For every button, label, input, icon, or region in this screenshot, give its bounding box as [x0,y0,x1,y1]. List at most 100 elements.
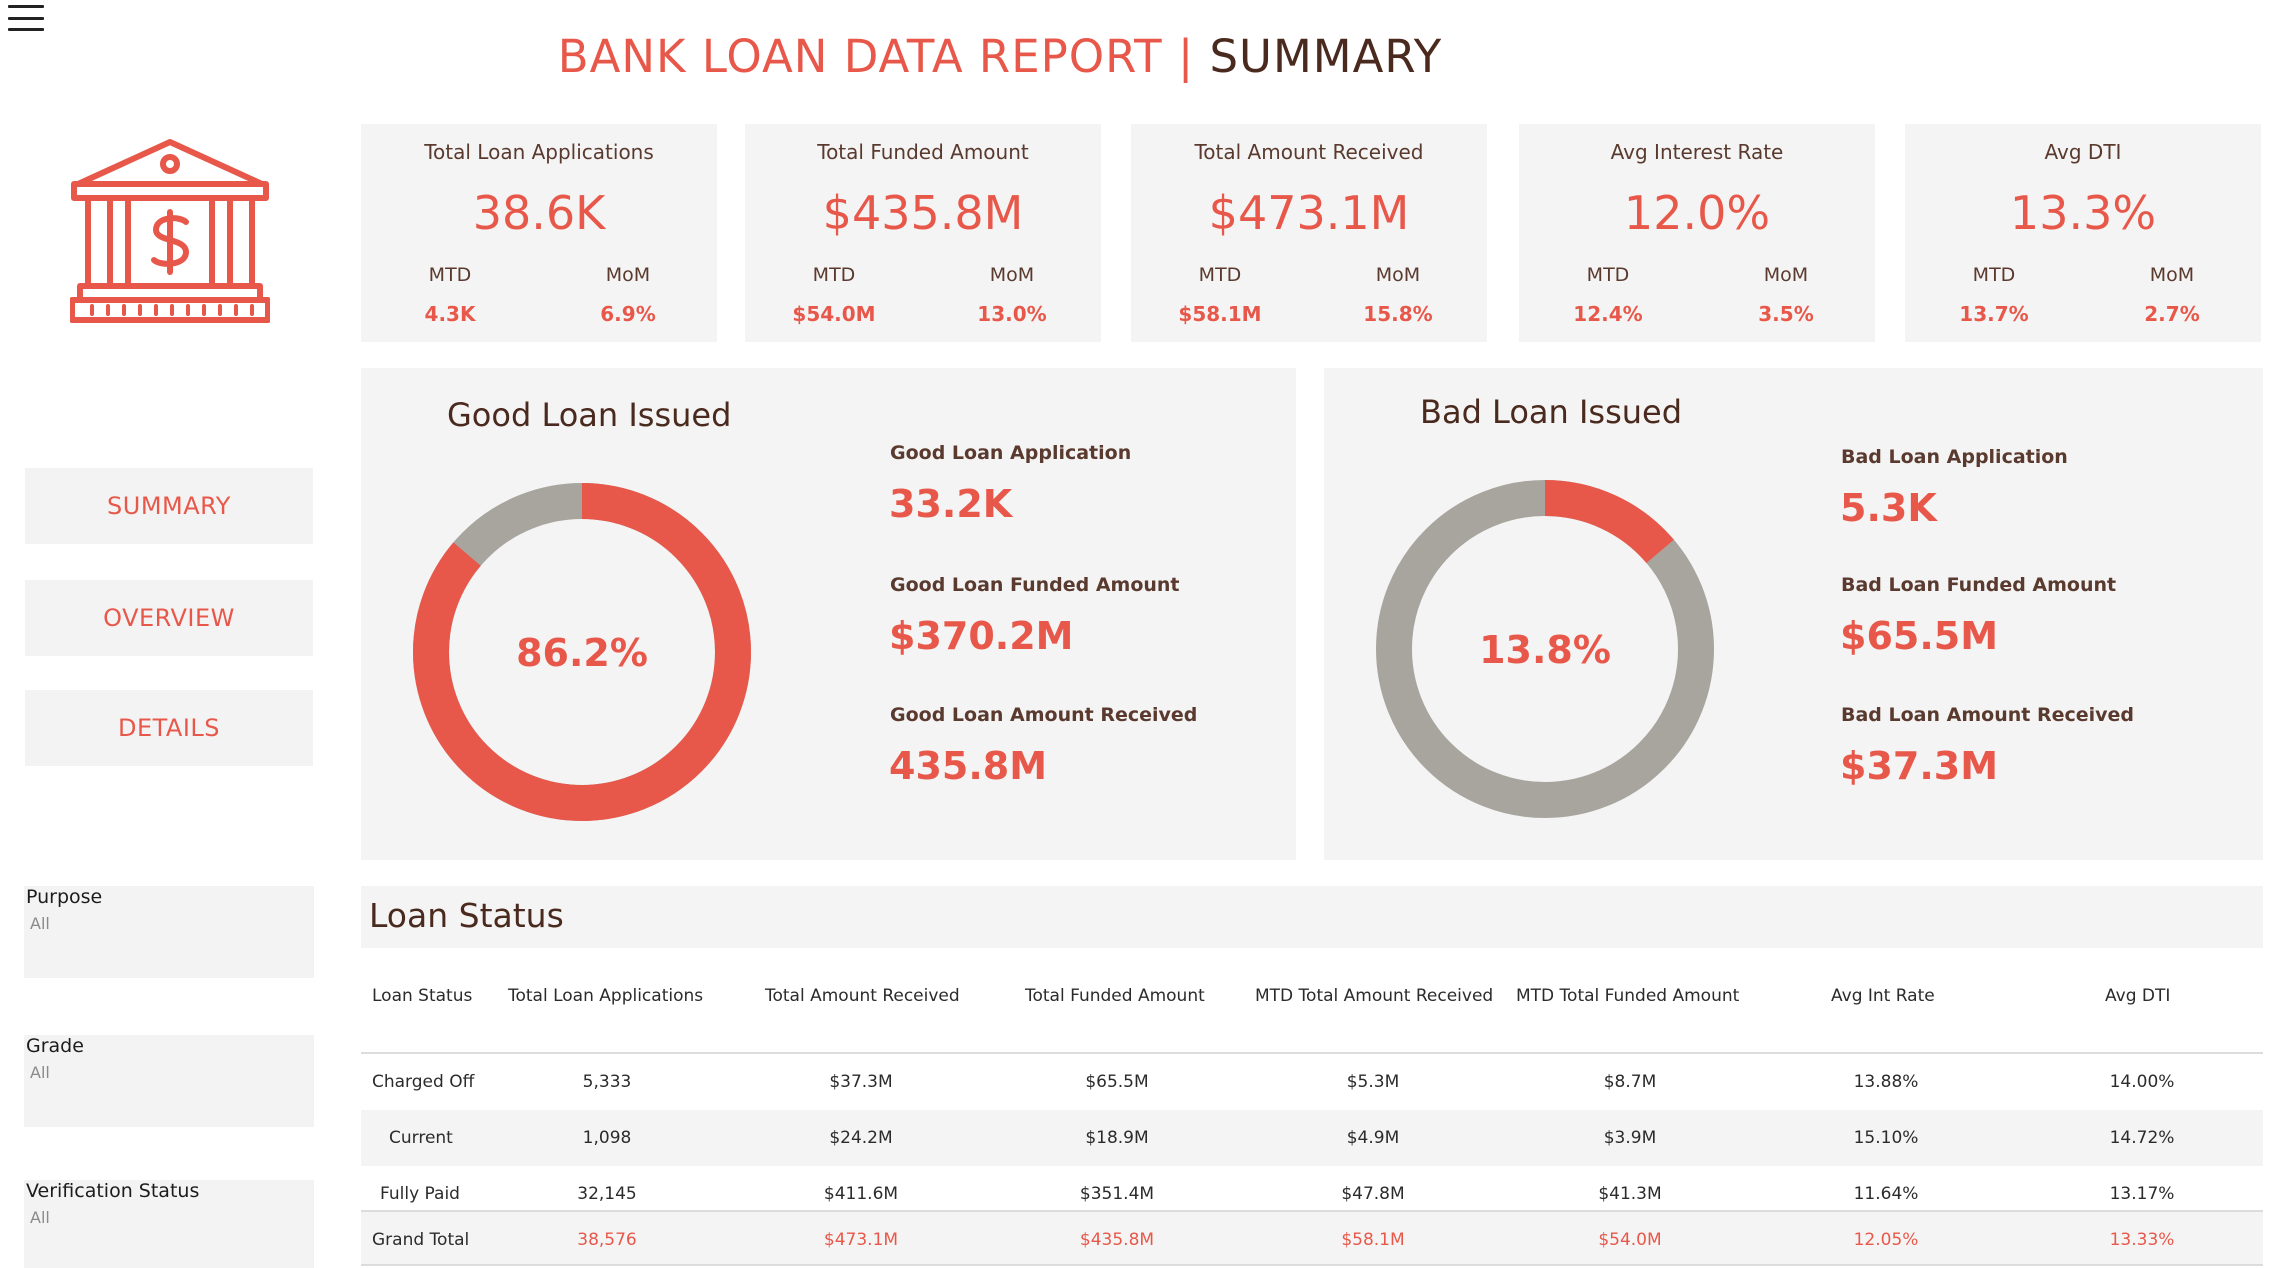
kpi-mtd-label: MTD [428,264,472,286]
good-loan-received-value: 435.8M [889,744,1048,788]
table-cell: $351.4M [1079,1184,1155,1204]
column-header[interactable]: Total Funded Amount [1025,986,1205,1006]
table-cell: 11.64% [1853,1184,1919,1204]
table-cell: $4.9M [1346,1128,1400,1148]
table-cell: 14.72% [2109,1128,2175,1148]
kpi-card-avg-dti: Avg DTI 13.3% MTD MoM 13.7% 2.7% [1905,124,2261,342]
filter-purpose[interactable]: Purpose All [24,886,314,978]
column-header[interactable]: MTD Total Funded Amount [1516,986,1740,1006]
good-loan-percent: 86.2% [516,631,648,675]
bank-dollar-icon [70,139,270,323]
nav-details-button[interactable]: DETAILS [25,690,313,766]
table-cell: 5,333 [582,1072,632,1092]
kpi-mtd-label: MTD [1198,264,1242,286]
filter-label: Verification Status [26,1180,200,1202]
kpi-mtd-label: MTD [1972,264,2016,286]
column-header[interactable]: Total Loan Applications [508,986,704,1006]
filter-label: Grade [26,1035,84,1057]
kpi-mom-value: 15.8% [1363,302,1433,326]
kpi-mtd-value: $54.0M [792,302,876,326]
kpi-label: Avg Interest Rate [1610,140,1784,164]
menu-line [8,16,44,20]
nav-overview-button[interactable]: OVERVIEW [25,580,313,656]
table-cell: $41.3M [1598,1184,1662,1204]
good-loan-panel: Good Loan Issued 86.2% Good Loan Applica… [361,368,1296,860]
table-header: Loan Status Total Loan Applications Tota… [361,948,2263,1054]
table-cell: Fully Paid [380,1184,460,1204]
table-cell: Current [389,1128,453,1148]
filter-verification-status[interactable]: Verification Status All [24,1180,314,1268]
table-cell: $5.3M [1346,1072,1400,1092]
kpi-mom-label: MoM [1375,264,1421,286]
column-header[interactable]: MTD Total Amount Received [1255,986,1494,1006]
kpi-label: Total Amount Received [1194,140,1424,164]
table-cell: $58.1M [1341,1230,1405,1250]
bad-loan-donut: 13.8% [1376,480,1714,818]
kpi-label: Total Loan Applications [424,140,654,164]
kpi-mom-label: MoM [605,264,651,286]
filter-label: Purpose [26,886,103,908]
menu-line [8,28,44,31]
kpi-label: Total Funded Amount [817,140,1029,164]
nav-summary-button[interactable]: SUMMARY [25,468,313,544]
kpi-mom-label: MoM [1763,264,1809,286]
good-loan-donut: 86.2% [413,483,751,821]
table-cell: 32,145 [577,1184,637,1204]
kpi-value: $473.1M [1208,186,1410,240]
good-loan-title: Good Loan Issued [447,396,732,434]
table-cell: $54.0M [1598,1230,1662,1250]
table-row-charged-off: Charged Off 5,333 $37.3M $65.5M $5.3M $8… [361,1054,2263,1110]
table-cell: 38,576 [577,1230,637,1250]
table-cell: Grand Total [372,1230,470,1250]
bad-loan-received-value: $37.3M [1840,744,1999,788]
kpi-card-total-amount-received: Total Amount Received $473.1M MTD MoM $5… [1131,124,1487,342]
kpi-label: Avg DTI [2044,140,2122,164]
table-cell: $18.9M [1085,1128,1149,1148]
kpi-mom-value: 2.7% [2144,302,2200,326]
column-header[interactable]: Loan Status [372,986,473,1006]
table-cell: $411.6M [823,1184,899,1204]
table-cell: $8.7M [1603,1072,1657,1092]
kpi-mtd-value: 4.3K [424,302,476,326]
table-cell: $473.1M [823,1230,899,1250]
kpi-mtd-value: 13.7% [1959,302,2029,326]
table-row-current: Current 1,098 $24.2M $18.9M $4.9M $3.9M … [361,1110,2263,1166]
hamburger-menu-icon[interactable] [8,4,44,32]
title-main: BANK LOAN DATA REPORT | [557,30,1195,83]
kpi-mom-label: MoM [2149,264,2195,286]
filter-value: All [30,914,50,933]
good-loan-funded-value: $370.2M [889,614,1074,658]
kpi-value: 12.0% [1623,186,1771,240]
table-cell: $435.8M [1079,1230,1155,1250]
loan-status-panel: Loan Status Loan Status Total Loan Appli… [361,886,2263,1266]
kpi-value: $435.8M [822,186,1024,240]
loan-status-title: Loan Status [369,896,564,935]
column-header[interactable]: Avg DTI [2105,986,2171,1006]
table-cell: Charged Off [372,1072,475,1092]
filter-value: All [30,1208,50,1227]
column-header[interactable]: Avg Int Rate [1831,986,1935,1006]
title-section: SUMMARY [1209,30,1443,83]
kpi-mtd-value: $58.1M [1178,302,1262,326]
table-cell: $65.5M [1085,1072,1149,1092]
good-loan-application-value: 33.2K [889,482,1013,526]
table-cell: $47.8M [1341,1184,1405,1204]
kpi-card-total-loan-applications: Total Loan Applications 38.6K MTD MoM 4.… [361,124,717,342]
good-loan-received-label: Good Loan Amount Received [890,704,1198,726]
table-cell: 13.17% [2109,1184,2175,1204]
bad-loan-funded-value: $65.5M [1840,614,1999,658]
kpi-mom-value: 6.9% [600,302,656,326]
good-loan-application-label: Good Loan Application [890,442,1132,464]
kpi-mtd-value: 12.4% [1573,302,1643,326]
column-header[interactable]: Total Amount Received [765,986,960,1006]
good-loan-funded-label: Good Loan Funded Amount [890,574,1180,596]
kpi-mtd-label: MTD [1586,264,1630,286]
kpi-mom-value: 3.5% [1758,302,1814,326]
kpi-card-total-funded-amount: Total Funded Amount $435.8M MTD MoM $54.… [745,124,1101,342]
table-cell: 14.00% [2109,1072,2175,1092]
table-cell: $24.2M [829,1128,893,1148]
table-cell: 12.05% [1853,1230,1919,1250]
filter-grade[interactable]: Grade All [24,1035,314,1127]
kpi-value: 38.6K [472,186,606,240]
menu-line [8,5,44,8]
